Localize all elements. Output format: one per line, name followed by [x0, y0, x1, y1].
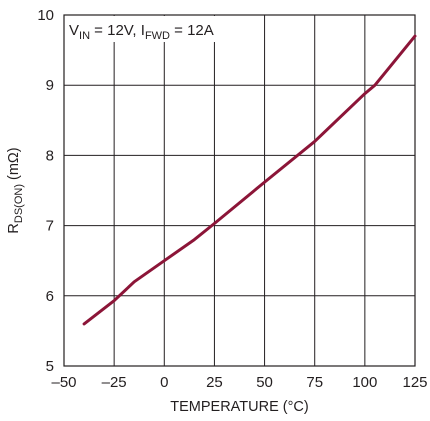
x-tick-label: 50	[256, 374, 273, 391]
plot-frame	[63, 14, 416, 367]
y-tick-label: 9	[46, 77, 54, 94]
series-line	[82, 34, 417, 326]
annotation-i: I	[141, 22, 145, 39]
x-tick-label: –50	[51, 374, 76, 391]
x-tick-labels: –50 –25 0 25 50 75 100 125	[51, 374, 427, 391]
x-tick-label: 125	[402, 374, 427, 391]
y-tick-labels: 5 6 7 8 9 10	[37, 7, 54, 375]
y-axis-label-main: R	[6, 223, 22, 233]
x-tick-label: 100	[352, 374, 377, 391]
x-tick-label: 25	[206, 374, 223, 391]
x-tick-label: –25	[102, 374, 127, 391]
y-axis-label-sub: DS(ON)	[13, 184, 25, 223]
y-tick-label: 6	[46, 288, 54, 305]
grid-lines	[64, 15, 415, 366]
y-tick-label: 10	[37, 7, 54, 24]
annotation-v-value: = 12V,	[90, 22, 141, 39]
x-axis-label: TEMPERATURE (°C)	[170, 399, 308, 415]
y-axis-label-unit: (mΩ)	[6, 147, 22, 184]
y-tick-label: 8	[46, 147, 54, 164]
y-axis-label: RDS(ON) (mΩ)	[6, 147, 25, 233]
annotation-v-sub: IN	[79, 30, 90, 42]
x-tick-label: 75	[306, 374, 323, 391]
y-tick-label: 7	[46, 218, 54, 235]
series-layer	[82, 34, 417, 326]
annotation-background	[65, 16, 219, 42]
annotation-i-sub: FWD	[145, 30, 170, 42]
x-tick-label: 0	[160, 374, 168, 391]
conditions-annotation: VIN = 12V, IFWD = 12A	[69, 22, 214, 42]
y-tick-label: 5	[46, 358, 54, 375]
annotation-v: V	[69, 22, 79, 39]
annotation-i-value: = 12A	[170, 22, 214, 39]
